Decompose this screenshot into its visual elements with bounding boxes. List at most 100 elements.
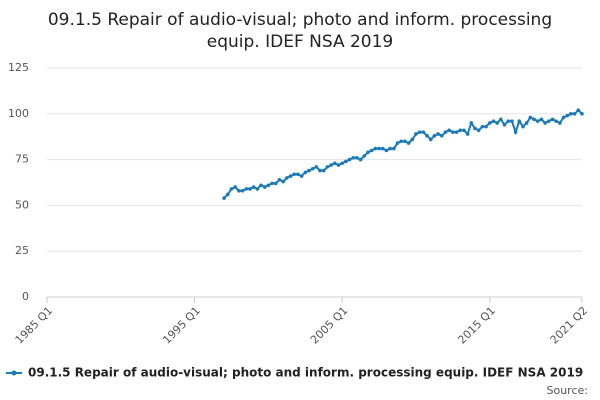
point: [299, 174, 304, 178]
point: [255, 187, 260, 191]
point: [296, 172, 300, 177]
point: [487, 121, 492, 125]
point: [373, 146, 378, 151]
point: [417, 130, 422, 134]
point: [314, 165, 319, 169]
point: [292, 172, 297, 177]
x-tick-label: 1995 Q1: [160, 304, 203, 347]
point: [395, 141, 400, 145]
point: [259, 183, 263, 188]
source: Source:: [547, 384, 589, 397]
point: [244, 187, 249, 191]
point: [229, 187, 234, 191]
point: [561, 115, 566, 120]
point: [524, 121, 529, 125]
point: [366, 150, 370, 155]
point: [321, 168, 326, 173]
point: [580, 112, 584, 116]
point: [303, 170, 308, 175]
point: [310, 166, 315, 171]
point: [288, 174, 293, 178]
point: [403, 139, 407, 144]
y-tick-label: 50: [15, 198, 29, 211]
point: [543, 121, 547, 125]
point: [458, 128, 463, 133]
point: [248, 187, 252, 191]
point: [436, 132, 440, 136]
y-tick-label: 100: [8, 107, 29, 120]
point: [233, 185, 237, 189]
point: [491, 119, 496, 123]
point: [355, 155, 359, 160]
legend-marker: [11, 370, 17, 376]
y-tick-label: 125: [8, 61, 29, 74]
point: [521, 124, 525, 129]
point: [344, 159, 348, 164]
point: [362, 154, 367, 158]
point: [428, 137, 433, 142]
point: [554, 119, 558, 123]
chart-title: 09.1.5 Repair of audio-visual; photo and…: [48, 10, 552, 30]
point: [273, 181, 278, 186]
x-tick-label: 2015 Q1: [455, 304, 498, 347]
point: [388, 146, 392, 151]
point: [399, 139, 404, 144]
point: [392, 146, 396, 151]
point: [473, 126, 477, 131]
point: [439, 133, 444, 138]
point: [410, 137, 415, 142]
point: [307, 168, 311, 173]
point: [325, 165, 330, 169]
point: [451, 130, 455, 134]
point: [480, 124, 485, 129]
point: [469, 121, 474, 125]
point: [406, 141, 411, 145]
point: [425, 133, 429, 138]
point: [465, 132, 470, 136]
point: [237, 188, 241, 193]
point: [266, 183, 271, 188]
point: [384, 148, 389, 153]
point: [484, 124, 488, 129]
point: [336, 163, 341, 167]
y-tick-label: 25: [15, 244, 29, 257]
point: [380, 146, 385, 151]
point: [369, 148, 374, 153]
point: [513, 130, 518, 134]
point: [281, 179, 285, 184]
point: [528, 115, 533, 120]
point: [329, 163, 333, 167]
point: [270, 181, 274, 186]
point: [502, 122, 507, 127]
point: [414, 132, 418, 136]
point: [332, 161, 337, 166]
point: [447, 128, 451, 133]
point: [576, 108, 581, 112]
point: [222, 196, 226, 200]
point: [347, 157, 352, 162]
point: [569, 112, 573, 116]
point: [476, 128, 481, 133]
point: [377, 146, 381, 151]
point: [454, 130, 459, 134]
point: [535, 119, 540, 123]
point: [251, 185, 256, 189]
point: [225, 192, 230, 197]
point: [285, 176, 289, 180]
x-tick-label: 2021 Q2: [548, 304, 591, 347]
point: [510, 119, 514, 123]
point: [358, 157, 363, 162]
legend-label: 09.1.5 Repair of audio-visual; photo and…: [28, 366, 583, 380]
point: [546, 119, 551, 123]
point: [351, 155, 356, 160]
point: [462, 128, 466, 133]
point: [240, 188, 245, 193]
x-tick-label: 2005 Q1: [308, 304, 351, 347]
chart-title: equip. IDEF NSA 2019: [207, 32, 394, 52]
x-tick-label: 1985 Q1: [13, 304, 56, 347]
point: [550, 117, 555, 122]
point: [495, 121, 499, 125]
point: [499, 117, 503, 122]
point: [517, 119, 522, 123]
